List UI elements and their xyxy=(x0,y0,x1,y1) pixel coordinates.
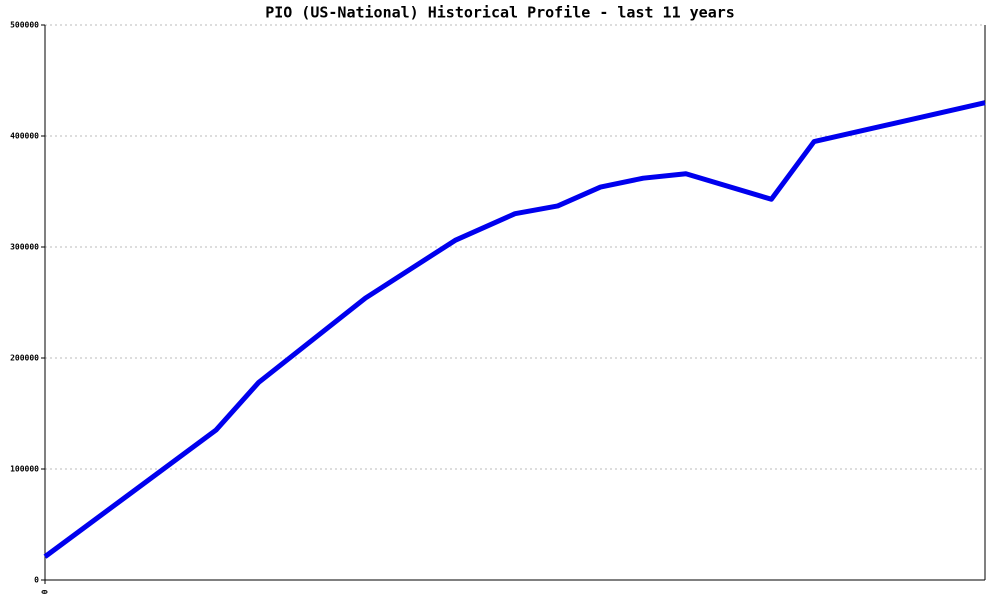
y-tick-label: 0 xyxy=(34,576,39,585)
data-line xyxy=(43,100,986,559)
y-tick-label: 500000 xyxy=(10,21,39,30)
x-tick-label: 0 xyxy=(41,589,50,594)
y-tick-label: 100000 xyxy=(10,465,39,474)
y-tick-label: 300000 xyxy=(10,243,39,252)
y-tick-label: 400000 xyxy=(10,132,39,141)
y-tick-label: 200000 xyxy=(10,354,39,363)
chart-title: PIO (US-National) Historical Profile - l… xyxy=(265,4,735,22)
